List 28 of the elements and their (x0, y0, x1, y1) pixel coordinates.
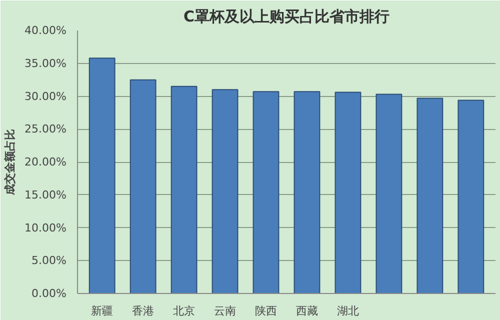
chart-title: C罩杯及以上购买占比省市排行 (183, 8, 390, 26)
bar (130, 79, 156, 294)
y-axis-title: 成交金额占比 (4, 129, 17, 196)
x-tick-label: 香港 (132, 304, 154, 318)
y-tick-label: 20.00% (24, 156, 67, 168)
x-tick-label: 云南 (214, 304, 236, 318)
x-tick-label: 西藏 (296, 304, 318, 318)
bar (212, 89, 238, 294)
bar (170, 86, 198, 294)
x-tick-label: 北京 (173, 304, 196, 318)
y-tick-label: 40.00% (24, 24, 67, 37)
bar (458, 100, 484, 294)
y-tick-label: 0.00% (32, 287, 67, 300)
y-tick-label: 15.00% (24, 188, 67, 202)
y-tick-label: 35.00% (24, 56, 67, 70)
y-tick-label: 5.00% (32, 254, 67, 268)
bar (88, 58, 116, 294)
bar (376, 94, 402, 294)
bar (294, 91, 320, 294)
y-tick-label: 10.00% (24, 221, 67, 234)
bar (416, 98, 444, 294)
x-tick-label: 陕西 (255, 304, 278, 318)
bar (334, 92, 362, 294)
y-tick-label: 30.00% (24, 90, 67, 103)
x-tick-label: 湖北 (336, 304, 359, 318)
bar (252, 91, 280, 294)
y-tick-label: 25.00% (24, 122, 67, 136)
x-tick-label: 新疆 (91, 304, 114, 318)
